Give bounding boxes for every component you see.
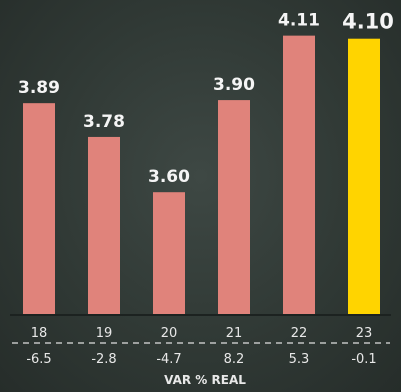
x-tick-labels-group: 18 19 20 21 22 23: [31, 326, 373, 341]
bar-22: [283, 35, 315, 315]
value-label-18: 3.89: [18, 78, 60, 98]
x-tick-23: 23: [356, 326, 373, 341]
bar-21: [218, 100, 250, 315]
bar-19: [88, 136, 120, 315]
x-tick-19: 19: [96, 326, 113, 341]
x-tick-21: 21: [226, 326, 243, 341]
bars-group: [23, 35, 380, 315]
value-label-19: 3.78: [83, 112, 125, 132]
value-label-21: 3.90: [213, 75, 255, 95]
var-real-19: -2.8: [91, 352, 116, 367]
x-tick-18: 18: [31, 326, 48, 341]
value-labels-group: 3.89 3.78 3.60 3.90 4.11 4.10: [18, 10, 394, 187]
x-tick-22: 22: [291, 326, 308, 341]
value-label-20: 3.60: [148, 167, 190, 187]
bar-23: [348, 38, 380, 315]
value-label-22: 4.11: [278, 11, 320, 31]
var-real-18: -6.5: [26, 352, 51, 367]
var-real-20: -4.7: [156, 352, 181, 367]
var-real-caption: VAR % REAL: [164, 373, 246, 387]
x-tick-20: 20: [161, 326, 178, 341]
var-real-labels-group: -6.5 -2.8 -4.7 8.2 5.3 -0.1: [26, 352, 376, 367]
var-real-21: 8.2: [224, 352, 245, 367]
bar-20: [153, 192, 185, 315]
var-real-22: 5.3: [289, 352, 310, 367]
bar-18: [23, 103, 55, 315]
value-label-23: 4.10: [342, 10, 394, 34]
var-real-23: -0.1: [351, 352, 376, 367]
